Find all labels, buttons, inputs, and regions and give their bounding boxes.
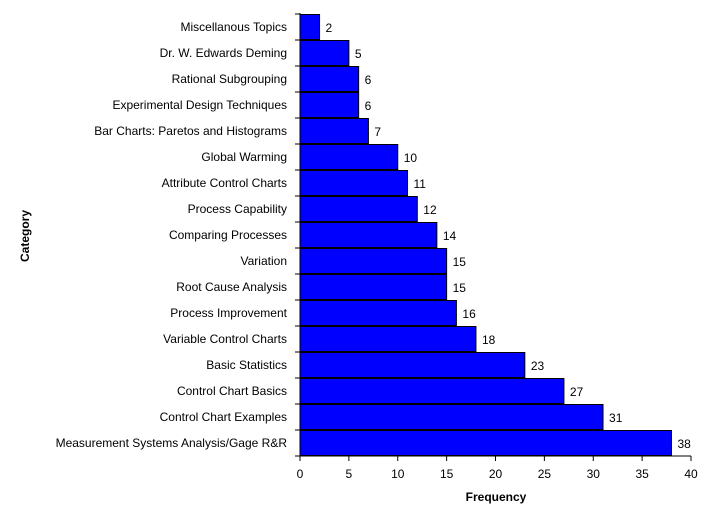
axes-layer: 0 5 10 15 20 25 30 35 40 <box>295 13 698 481</box>
data-label: 18 <box>482 333 496 347</box>
bar <box>299 14 321 40</box>
bar <box>299 248 448 274</box>
x-tick-label: 30 <box>587 467 601 481</box>
category-tick-label: Bar Charts: Paretos and Histograms <box>94 124 287 138</box>
category-tick-label: Root Cause Analysis <box>176 280 287 294</box>
data-label: 15 <box>453 281 467 295</box>
data-label: 7 <box>374 125 381 139</box>
bar <box>299 430 672 456</box>
category-tick-label: Variable Control Charts <box>163 332 287 346</box>
category-tick-label: Basic Statistics <box>206 358 287 372</box>
bar <box>299 92 360 118</box>
bar <box>299 40 350 66</box>
bar <box>299 300 457 326</box>
data-label: 14 <box>443 229 457 243</box>
bar <box>299 144 399 170</box>
x-tick-label: 15 <box>440 467 454 481</box>
x-tick-label: 10 <box>391 467 405 481</box>
bar <box>299 66 360 92</box>
x-axis-title: Frequency <box>466 490 527 504</box>
data-label: 2 <box>326 21 333 35</box>
bar <box>299 378 565 404</box>
bar <box>299 118 369 144</box>
category-tick-label: Global Warming <box>201 150 287 164</box>
category-tick-label: Attribute Control Charts <box>162 176 287 190</box>
category-tick-label: Comparing Processes <box>169 228 287 242</box>
data-label: 5 <box>355 47 362 61</box>
bar <box>299 326 477 352</box>
data-label: 15 <box>453 255 467 269</box>
category-tick-label: Dr. W. Edwards Deming <box>160 46 287 60</box>
bar <box>299 274 448 300</box>
data-label: 23 <box>531 359 545 373</box>
category-tick-label: Control Chart Examples <box>160 410 287 424</box>
bar <box>299 352 526 378</box>
category-tick-label: Miscellanous Topics <box>181 20 288 34</box>
category-tick-label: Process Capability <box>188 202 287 216</box>
data-label: 10 <box>404 151 418 165</box>
bars-layer <box>299 14 672 456</box>
data-label: 27 <box>570 385 584 399</box>
category-tick-label: Control Chart Basics <box>177 384 287 398</box>
category-labels-layer: Miscellanous Topics Dr. W. Edwards Deming… <box>56 20 288 450</box>
bar <box>299 404 604 430</box>
bar <box>299 170 409 196</box>
category-tick-label: Rational Subgrouping <box>172 72 287 86</box>
x-tick-label: 0 <box>297 467 304 481</box>
category-tick-label: Experimental Design Techniques <box>112 98 287 112</box>
data-label: 11 <box>414 177 427 191</box>
category-tick-label: Measurement Systems Analysis/Gage R&R <box>56 436 288 450</box>
x-tick-label: 25 <box>538 467 552 481</box>
y-axis-title: Category <box>18 210 32 262</box>
data-label: 38 <box>677 437 691 451</box>
x-tick-label: 40 <box>684 467 698 481</box>
data-label: 31 <box>609 411 623 425</box>
data-label: 12 <box>423 203 437 217</box>
category-tick-label: Process Improvement <box>170 306 287 320</box>
x-tick-label: 5 <box>346 467 353 481</box>
category-tick-label: Variation <box>241 254 287 268</box>
data-label: 16 <box>462 307 476 321</box>
x-tick-label: 20 <box>489 467 503 481</box>
data-label: 6 <box>365 99 372 113</box>
bar <box>299 222 438 248</box>
data-label: 6 <box>365 73 372 87</box>
bar <box>299 196 418 222</box>
x-tick-label: 35 <box>635 467 649 481</box>
